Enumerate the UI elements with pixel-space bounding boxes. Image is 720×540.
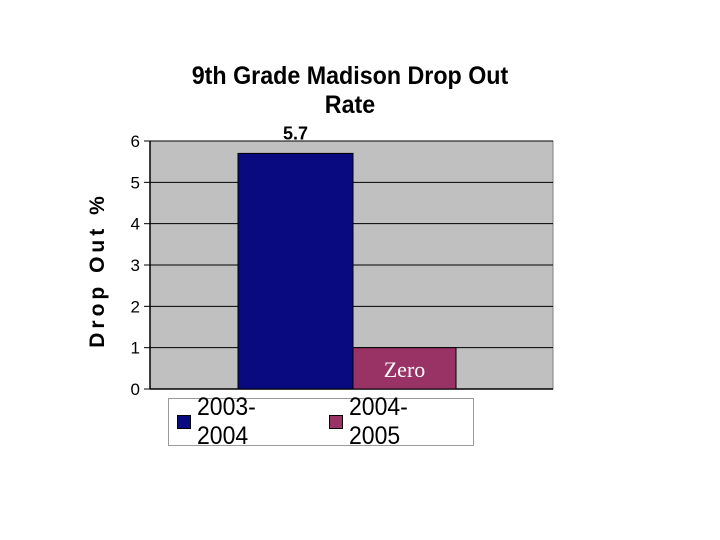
y-tick-label: 6 <box>131 132 140 151</box>
legend-item-2: 2004-2005 <box>329 393 465 451</box>
legend-label-2: 2004-2005 <box>348 393 408 450</box>
y-tick-label: 4 <box>131 215 140 234</box>
legend-swatch-2 <box>329 415 343 429</box>
legend-label-1: 2003-2004 <box>196 393 256 450</box>
bar-2003-2004 <box>237 152 354 390</box>
legend-item-1: 2003-2004 <box>177 393 313 451</box>
chart-title: 9th Grade Madison Drop Out Rate <box>191 62 509 119</box>
legend: 2003-2004 2004-2005 <box>168 393 474 450</box>
data-label-2003-2004: 5.7 <box>283 123 308 143</box>
legend-swatch-1 <box>177 415 191 429</box>
y-tick-label: 3 <box>131 256 140 275</box>
y-tick-label: 0 <box>131 380 140 399</box>
y-tick-label: 5 <box>131 173 140 192</box>
data-label-2004-2005: Zero <box>384 357 426 382</box>
bar-2004-2005 <box>352 347 457 390</box>
y-tick-label: 2 <box>131 297 140 316</box>
y-tick-label: 1 <box>131 339 140 358</box>
